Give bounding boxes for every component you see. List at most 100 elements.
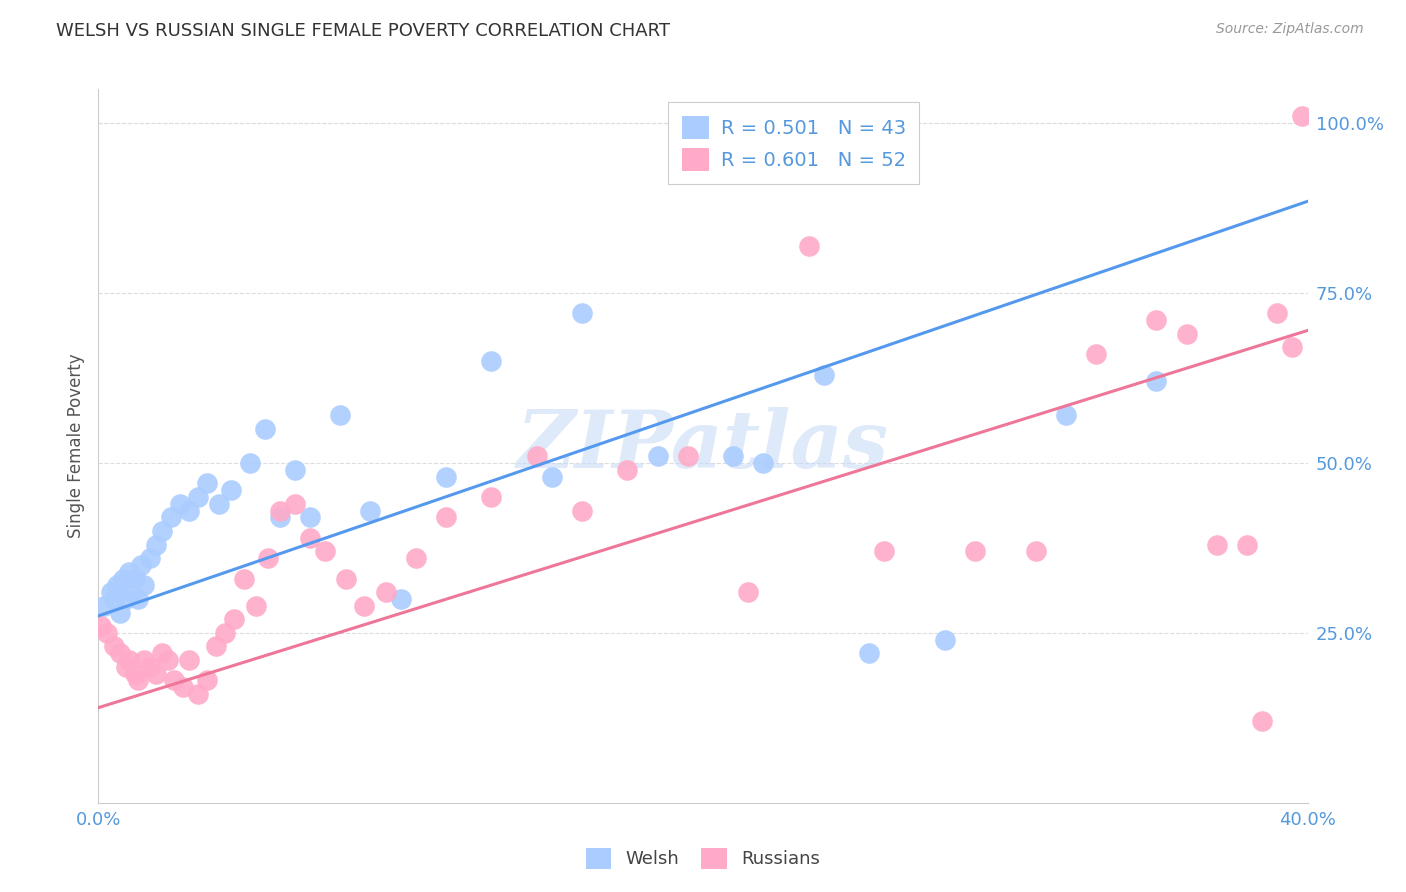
Point [873, 544, 896, 558]
Point [299, 510, 322, 524]
Point [111, 572, 134, 586]
Point [737, 585, 759, 599]
Point [124, 572, 146, 586]
Point [103, 640, 125, 654]
Point [1265, 306, 1288, 320]
Point [1281, 341, 1303, 355]
Point [434, 469, 457, 483]
Point [434, 510, 457, 524]
Point [481, 490, 503, 504]
Point [858, 646, 880, 660]
Point [124, 666, 146, 681]
Point [127, 591, 149, 606]
Point [253, 422, 276, 436]
Point [389, 591, 412, 606]
Point [299, 531, 322, 545]
Point [100, 585, 122, 599]
Point [481, 354, 503, 368]
Point [195, 673, 218, 688]
Point [145, 537, 167, 551]
Y-axis label: Single Female Poverty: Single Female Poverty [66, 354, 84, 538]
Point [540, 469, 562, 483]
Point [647, 449, 669, 463]
Point [405, 551, 427, 566]
Point [269, 510, 291, 524]
Point [96, 626, 118, 640]
Point [335, 572, 357, 586]
Point [108, 646, 131, 660]
Point [314, 544, 336, 558]
Point [269, 503, 291, 517]
Point [129, 558, 152, 572]
Point [205, 640, 228, 654]
Point [965, 544, 987, 558]
Legend: Welsh, Russians: Welsh, Russians [579, 840, 827, 876]
Point [571, 306, 593, 320]
Point [108, 606, 131, 620]
Point [150, 524, 173, 538]
Text: Source: ZipAtlas.com: Source: ZipAtlas.com [1216, 22, 1364, 37]
Point [797, 238, 820, 252]
Point [139, 660, 162, 674]
Point [1236, 537, 1258, 551]
Point [132, 578, 155, 592]
Point [232, 572, 254, 586]
Point [121, 585, 143, 599]
Point [132, 653, 155, 667]
Point [1206, 537, 1229, 551]
Point [118, 565, 141, 579]
Point [90, 619, 112, 633]
Point [150, 646, 173, 660]
Point [114, 591, 136, 606]
Point [284, 497, 307, 511]
Point [1144, 313, 1167, 327]
Point [571, 503, 593, 517]
Point [221, 483, 243, 498]
Point [118, 653, 141, 667]
Point [103, 591, 125, 606]
Point [208, 497, 231, 511]
Point [177, 503, 201, 517]
Point [616, 463, 638, 477]
Point [1085, 347, 1108, 361]
Point [256, 551, 278, 566]
Point [353, 599, 375, 613]
Point [160, 510, 183, 524]
Point [177, 653, 201, 667]
Point [1175, 326, 1198, 341]
Point [156, 653, 179, 667]
Point [214, 626, 236, 640]
Point [752, 456, 775, 470]
Point [139, 551, 162, 566]
Point [526, 449, 548, 463]
Point [329, 409, 352, 423]
Point [245, 599, 267, 613]
Point [676, 449, 699, 463]
Point [1144, 375, 1167, 389]
Point [1251, 714, 1274, 729]
Point [187, 490, 209, 504]
Point [721, 449, 744, 463]
Point [114, 660, 136, 674]
Point [360, 503, 382, 517]
Point [187, 687, 209, 701]
Point [93, 599, 115, 613]
Point [224, 612, 246, 626]
Point [172, 680, 194, 694]
Point [169, 497, 191, 511]
Point [105, 578, 128, 592]
Point [1054, 409, 1077, 423]
Point [284, 463, 307, 477]
Point [1024, 544, 1046, 558]
Point [813, 368, 835, 382]
Text: WELSH VS RUSSIAN SINGLE FEMALE POVERTY CORRELATION CHART: WELSH VS RUSSIAN SINGLE FEMALE POVERTY C… [56, 22, 671, 40]
Point [1291, 109, 1313, 123]
Point [239, 456, 262, 470]
Point [195, 476, 218, 491]
Point [145, 666, 167, 681]
Point [163, 673, 186, 688]
Point [934, 632, 956, 647]
Point [374, 585, 396, 599]
Point [127, 673, 149, 688]
Text: ZIPatlas: ZIPatlas [517, 408, 889, 484]
